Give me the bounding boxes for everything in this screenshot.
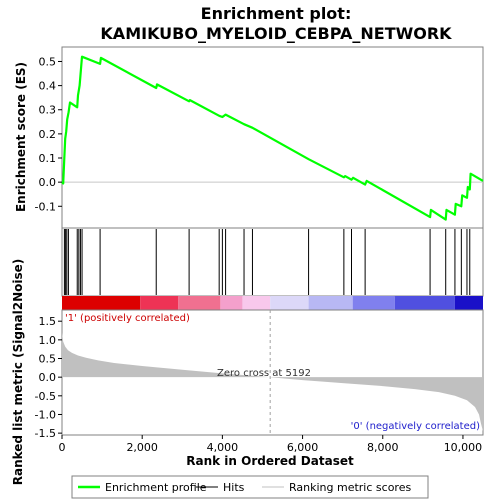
heatmap-segment: [270, 296, 309, 310]
enrichment-profile-line: [61, 55, 484, 221]
rank-y-tick-label: 1.0: [39, 334, 57, 347]
rank-y-tick-label: 0.0: [39, 371, 57, 384]
rank-x-axis: 0 2,000 4,000 6,000 8,000 10,000: [59, 435, 483, 454]
rank-y-axis: -1.5 -1.0 -0.5 0.0 0.5 1.0 1.5: [35, 315, 62, 440]
es-panel-frame: [61, 46, 484, 229]
rank-y-tick-label: -1.0: [35, 408, 56, 421]
rank-x-tick-label: 8,000: [367, 441, 399, 454]
chart-title-line1: Enrichment plot:: [201, 4, 352, 23]
heatmap-segment: [178, 296, 221, 310]
es-y-tick-label: 0.2: [39, 128, 57, 141]
rank-y-tick-label: -0.5: [35, 390, 56, 403]
heatmap-segment: [308, 296, 353, 310]
es-y-tick-label: 0.0: [39, 176, 57, 189]
es-y-tick-label: 0.3: [39, 104, 57, 117]
rank-heatmap-bar: [62, 296, 483, 310]
es-y-axis-label: Enrichment score (ES): [14, 62, 28, 212]
legend-label: Ranking metric scores: [289, 481, 411, 494]
rank-x-tick-label: 10,000: [444, 441, 483, 454]
es-y-tick-label: 0.5: [39, 55, 57, 68]
heatmap-segment: [220, 296, 243, 310]
legend-label: Hits: [223, 481, 245, 494]
negative-correlation-label: '0' (negatively correlated): [351, 421, 480, 432]
rank-x-axis-label: Rank in Ordered Dataset: [186, 454, 354, 468]
heatmap-segment: [454, 296, 483, 310]
es-y-axis: -0.1 0.0 0.1 0.2 0.3 0.4 0.5: [35, 55, 62, 213]
heatmap-segment: [242, 296, 271, 310]
heatmap-segment: [140, 296, 179, 310]
legend-label: Enrichment profile: [105, 481, 207, 494]
heatmap-segment: [62, 296, 141, 310]
rank-y-tick-label: 0.5: [39, 353, 57, 366]
rank-x-tick-label: 2,000: [126, 441, 158, 454]
heatmap-segment: [352, 296, 395, 310]
ranking-metric-area: [62, 332, 483, 432]
es-y-tick-label: -0.1: [35, 200, 56, 213]
rank-x-tick-label: 0: [59, 441, 66, 454]
heatmap-segment: [394, 296, 455, 310]
rank-y-axis-label: Ranked list metric (Signal2Noise): [11, 259, 25, 486]
es-y-tick-label: 0.4: [39, 80, 57, 93]
hits-panel-frame: [61, 227, 484, 297]
hits-marks: [63, 229, 471, 295]
es-y-tick-label: 0.1: [39, 152, 57, 165]
chart-title-line2: KAMIKUBO_MYELOID_CEBPA_NETWORK: [100, 24, 452, 43]
rank-x-tick-label: 6,000: [287, 441, 319, 454]
rank-y-tick-label: -1.5: [35, 427, 56, 440]
positive-correlation-label: '1' (positively correlated): [65, 313, 190, 324]
legend: Enrichment profile Hits Ranking metric sco…: [78, 481, 411, 494]
zero-cross-label: Zero cross at 5192: [217, 368, 311, 379]
rank-y-tick-label: 1.5: [39, 315, 57, 328]
legend-box: [71, 475, 429, 499]
rank-x-tick-label: 4,000: [207, 441, 239, 454]
